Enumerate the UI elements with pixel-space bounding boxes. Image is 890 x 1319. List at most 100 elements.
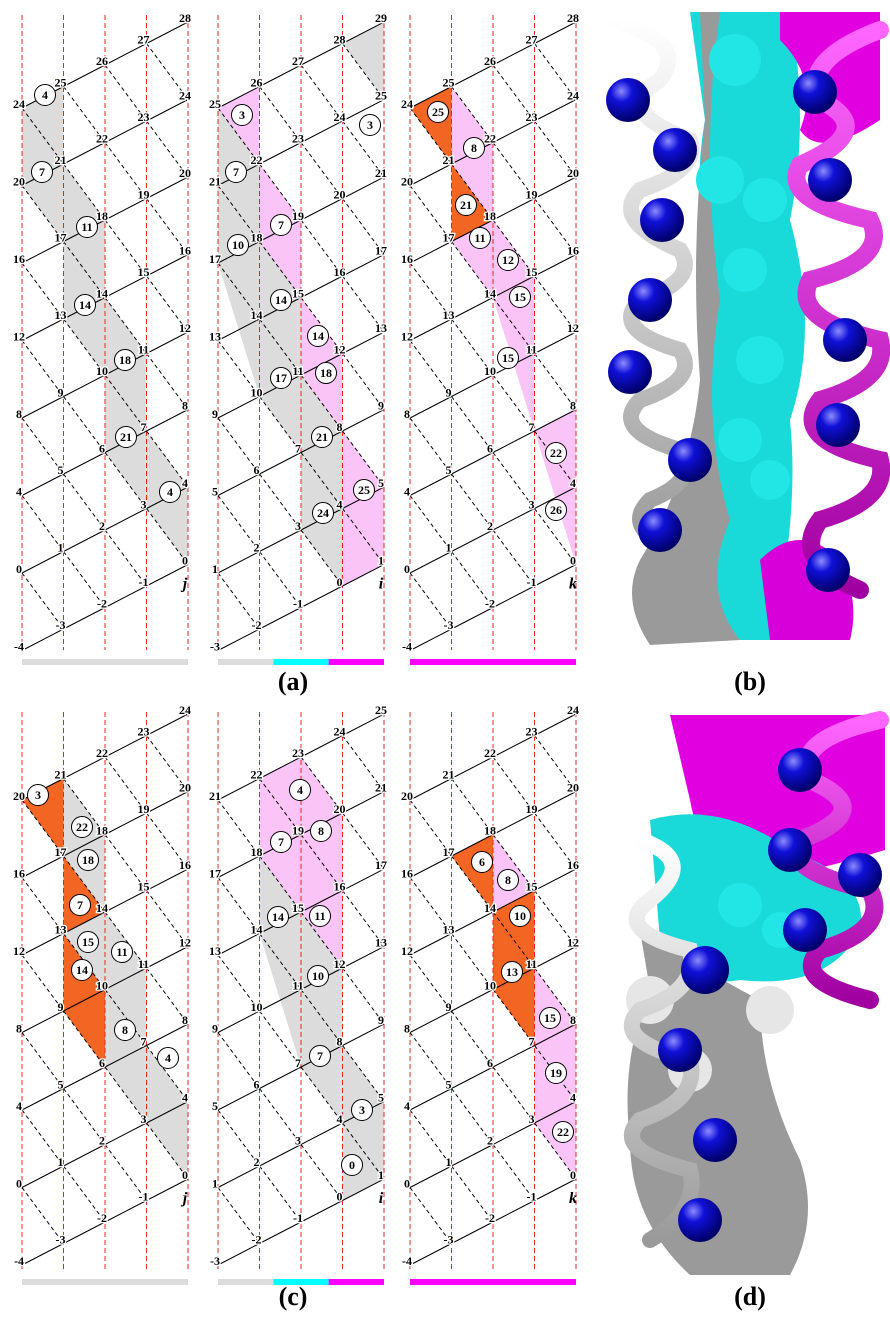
sequence-line (493, 586, 535, 608)
sequence-line (260, 143, 302, 165)
sequence-line (452, 453, 494, 475)
position-label: 19 (292, 209, 304, 223)
position-label: 12 (179, 935, 191, 949)
position-label: 22 (96, 131, 108, 145)
position-label: 19 (526, 802, 538, 816)
position-label: 2 (99, 519, 105, 533)
sequence-line (343, 332, 385, 354)
position-label: 8 (182, 398, 188, 412)
residue-label: 4 (42, 88, 48, 102)
residue-label: 17 (275, 371, 287, 385)
position-label: 12 (13, 944, 25, 958)
sequence-line (535, 714, 577, 736)
position-label: 4 (404, 1099, 410, 1113)
position-label: 1 (446, 1155, 452, 1169)
residue-label: 3 (367, 118, 373, 132)
sequence-line (218, 934, 260, 956)
residue-label: 10 (514, 909, 526, 923)
sequence-line (105, 509, 147, 531)
position-label: 8 (570, 398, 576, 412)
position-label: 23 (138, 724, 150, 738)
position-label: 3 (141, 1112, 147, 1126)
position-label: 15 (526, 879, 538, 893)
position-label: 7 (529, 1034, 535, 1048)
residue-label: 18 (82, 853, 94, 867)
position-label: 13 (55, 922, 67, 936)
sequence-line (218, 1166, 260, 1188)
residue-label: 14 (275, 293, 287, 307)
sequence-line (343, 1024, 385, 1046)
position-label: -1 (293, 1211, 303, 1225)
position-label: 21 (375, 166, 387, 180)
position-label: 9 (378, 398, 384, 412)
residue-label: 15 (82, 935, 94, 949)
sequence-line (64, 453, 106, 475)
position-label: 12 (13, 329, 25, 343)
sequence-line (147, 22, 189, 44)
sequence-line (147, 177, 189, 199)
position-label: 16 (179, 858, 191, 872)
color-bar (410, 1279, 576, 1285)
position-label: 23 (292, 746, 304, 760)
position-label: 7 (141, 1034, 147, 1048)
sequence-line (147, 565, 189, 587)
residue-label: 6 (479, 855, 485, 869)
position-label: 13 (443, 922, 455, 936)
sequence-line (147, 1179, 189, 1201)
position-label: 10 (251, 385, 263, 399)
position-label: 4 (337, 497, 343, 511)
position-label: 25 (55, 75, 67, 89)
position-label: 6 (99, 1056, 105, 1070)
position-label: 13 (209, 329, 221, 343)
residue-label: 7 (233, 165, 239, 179)
position-label: 14 (96, 286, 108, 300)
position-label: 0 (337, 1189, 343, 1203)
molecule-render-d (626, 715, 885, 1275)
lattice: 24201612840-425211713951-3262218141062-2… (401, 11, 579, 665)
position-label: 14 (96, 901, 108, 915)
sequence-line (22, 319, 64, 341)
panel-label: (a) (278, 667, 308, 696)
position-label: -3 (56, 618, 66, 632)
position-label: 28 (179, 11, 191, 25)
sequence-line (64, 1145, 106, 1167)
sequence-line (22, 552, 64, 574)
sequence-line (493, 509, 535, 531)
position-label: 21 (209, 174, 221, 188)
sequence-line (147, 714, 189, 736)
sequence-line (301, 44, 343, 66)
sequence-line (105, 276, 147, 298)
position-label: 24 (13, 97, 25, 111)
color-bar (329, 1279, 384, 1285)
sequence-line (452, 530, 494, 552)
color-bar (329, 659, 384, 665)
position-label: 1 (58, 1155, 64, 1169)
sequence-line (343, 792, 385, 814)
position-label: 26 (484, 54, 496, 68)
sequence-line (64, 757, 106, 779)
sequence-line (301, 586, 343, 608)
residue-label: 12 (502, 253, 514, 267)
position-label: 18 (251, 230, 263, 244)
residue-label: 26 (550, 503, 562, 517)
position-label: 0 (570, 553, 576, 567)
position-label: 4 (404, 484, 410, 498)
position-label: 24 (334, 110, 346, 124)
lattices: 24201612840-425211713951-3262218141062-2… (13, 11, 579, 1285)
position-label: 19 (138, 802, 150, 816)
position-label: 0 (404, 562, 410, 576)
position-label: 8 (404, 407, 410, 421)
position-label: 5 (212, 1099, 218, 1113)
position-label: 1 (446, 540, 452, 554)
position-label: 15 (138, 265, 150, 279)
residue-label: 21 (120, 430, 132, 444)
position-label: 3 (295, 1133, 301, 1147)
residue-label: 15 (502, 351, 514, 365)
residue-label: 7 (317, 1049, 323, 1063)
sequence-line (535, 100, 577, 122)
residue-label: 8 (122, 1023, 128, 1037)
sequence-line (301, 276, 343, 298)
sequence-line (22, 474, 64, 496)
sequence-line (493, 431, 535, 453)
sequence-line (301, 1201, 343, 1223)
